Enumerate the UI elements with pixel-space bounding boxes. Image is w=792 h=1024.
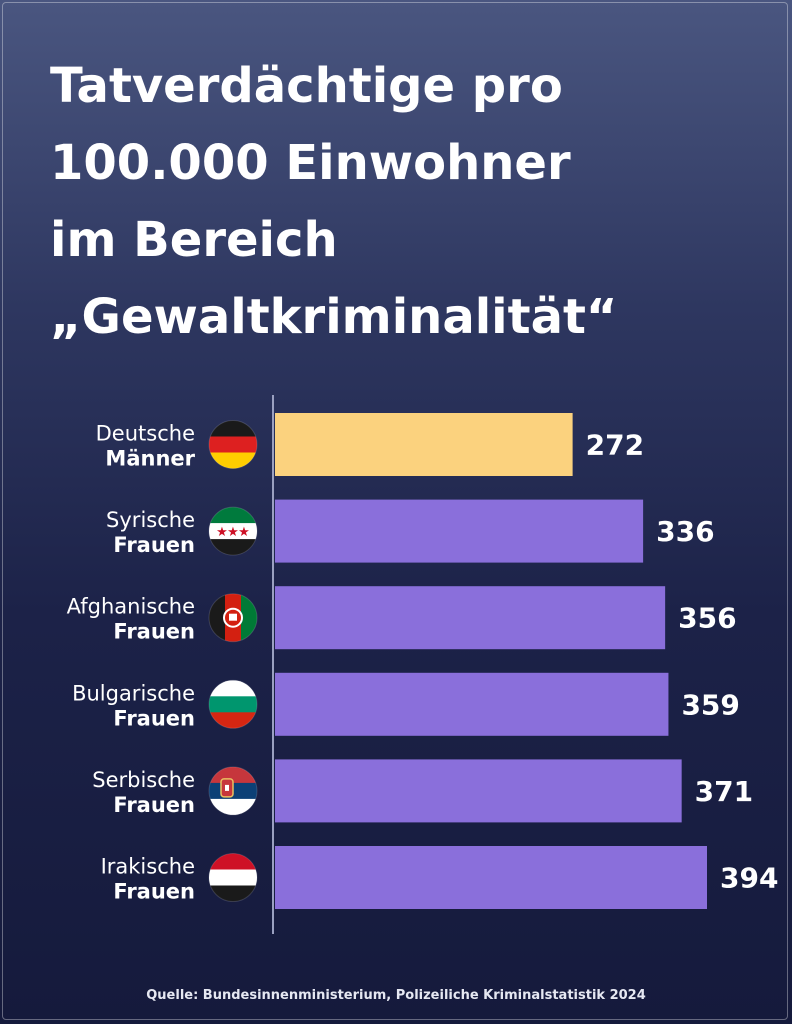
bar <box>275 413 573 476</box>
category-label-line1: Irakische <box>101 855 195 879</box>
title-line: im Bereich <box>50 212 338 268</box>
category-label-line2: Frauen <box>113 620 195 644</box>
source-note: Quelle: Bundesinnenministerium, Polizeil… <box>146 988 646 1003</box>
serbia-flag-icon <box>209 766 257 815</box>
category-label-line2: Frauen <box>113 706 195 730</box>
bar <box>275 499 644 563</box>
chart-title: Tatverdächtige pro 100.000 Einwohner im … <box>50 48 770 356</box>
category-label-line1: Afghanische <box>67 595 195 619</box>
category-label-line2: Frauen <box>113 880 195 904</box>
bulgaria-flag-icon <box>209 680 257 729</box>
title-line: Tatverdächtige pro <box>50 58 563 114</box>
category-label-line1: Bulgarische <box>72 681 195 705</box>
category-label-line2: Männer <box>105 447 195 471</box>
bar <box>275 672 669 736</box>
value-label: 394 <box>720 862 778 895</box>
syria-flag-icon: ★ ★ ★ <box>209 507 257 556</box>
svg-text:★: ★ <box>227 525 239 540</box>
germany-flag-icon <box>209 420 257 469</box>
value-label: 371 <box>695 775 753 808</box>
iraq-flag-icon <box>209 853 257 902</box>
category-label-line2: Frauen <box>113 533 195 557</box>
title-line: 100.000 Einwohner <box>50 135 571 191</box>
value-label: 272 <box>586 429 644 462</box>
bar <box>275 759 682 823</box>
category-label-line1: Syrische <box>106 508 195 532</box>
title-line: „Gewaltkriminalität“ <box>50 289 618 345</box>
svg-text:★: ★ <box>216 525 228 540</box>
value-label: 356 <box>678 602 736 635</box>
category-label-line1: Serbische <box>92 768 195 792</box>
category-label-line2: Frauen <box>113 793 195 817</box>
svg-text:★: ★ <box>238 525 250 540</box>
value-label: 336 <box>656 515 714 548</box>
afghanistan-flag-icon <box>209 593 257 642</box>
value-label: 359 <box>681 688 739 721</box>
bar <box>275 846 707 909</box>
category-label-line1: Deutsche <box>96 422 195 446</box>
bar <box>275 586 666 650</box>
